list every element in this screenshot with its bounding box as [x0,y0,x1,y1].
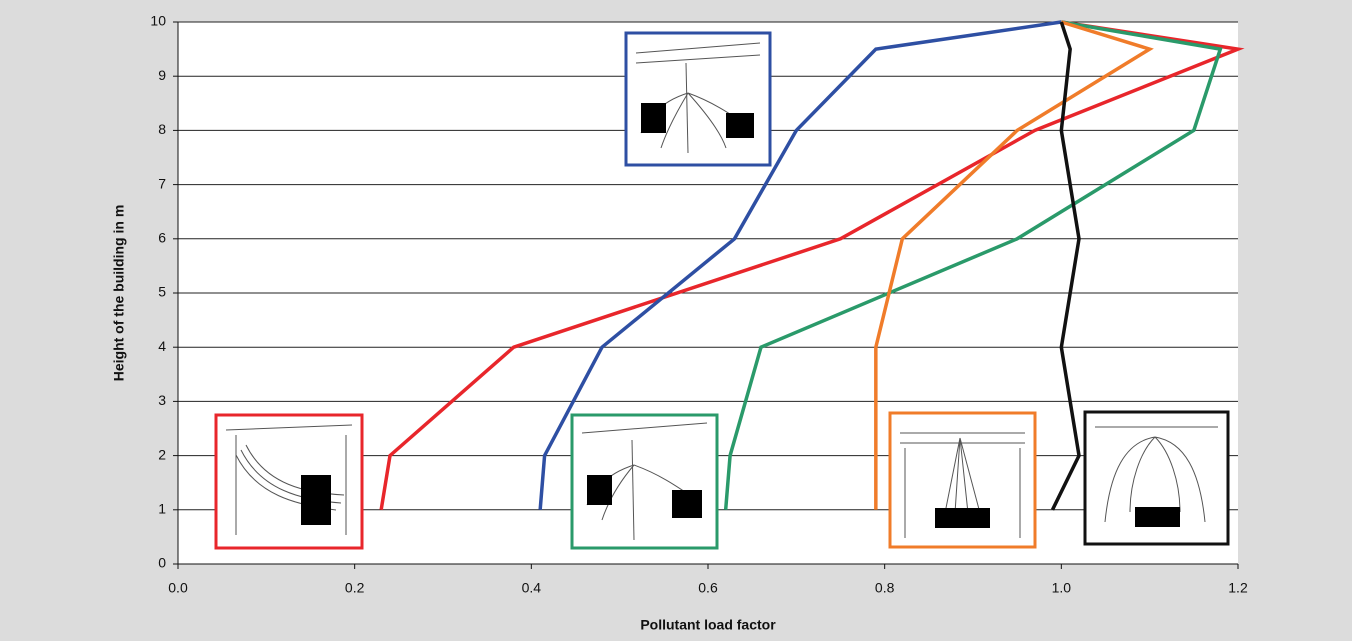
y-tick-label: 1 [158,501,166,517]
illustration [1085,412,1228,544]
x-tick-label: 1.0 [1052,580,1072,596]
x-tick-label: 0.4 [522,580,542,596]
x-tick-label: 0.2 [345,580,365,596]
y-axis-title: Height of the building in m [111,205,127,382]
x-tick-label: 0.6 [698,580,718,596]
y-tick-label: 0 [158,555,166,571]
illustration [626,33,770,165]
illustration [216,415,362,548]
illustration [890,413,1035,547]
y-tick-label: 2 [158,446,166,462]
y-tick-label: 9 [158,67,166,83]
x-tick-label: 0.0 [168,580,188,596]
page: {"chart_data": {"type": "line", "x_label… [0,0,1352,641]
y-tick-label: 8 [158,121,166,137]
chart: Pollutant load factor Height of the buil… [0,0,1352,641]
x-tick-label: 1.2 [1228,580,1248,596]
y-tick-label: 10 [150,13,166,29]
y-tick-label: 6 [158,230,166,246]
x-tick-label: 0.8 [875,580,895,596]
x-axis-title: Pollutant load factor [640,617,776,633]
y-tick-label: 3 [158,392,166,408]
illustration [572,415,717,548]
y-tick-label: 4 [158,338,166,354]
y-tick-label: 5 [158,284,166,300]
y-tick-label: 7 [158,175,166,191]
